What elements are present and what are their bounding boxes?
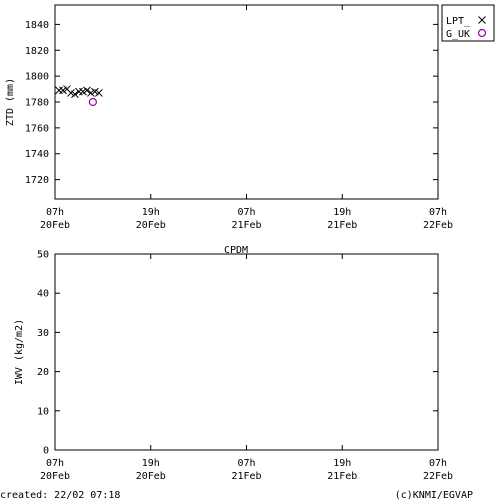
iwv-y-ticks: 0 10 20 30 40 50 xyxy=(37,250,438,457)
legend-marker-lpt xyxy=(478,16,486,24)
x-tick-label-date: 20Feb xyxy=(136,471,166,482)
ztd-chart: 1720 1740 1760 1780 1800 1820 1840 07h 20Feb 19h… xyxy=(5,4,495,231)
lpt-data-point xyxy=(71,90,79,99)
lpt-data-point xyxy=(95,89,103,97)
y-tick-label: 1820 xyxy=(25,46,49,57)
legend-marker-guk xyxy=(477,28,487,38)
iwv-plot-frame xyxy=(54,253,439,451)
x-tick-label-date: 20Feb xyxy=(136,220,166,231)
x-tick-label-time: 07h xyxy=(237,207,255,218)
x-tick-label-time: 19h xyxy=(333,458,351,469)
y-tick-label: 40 xyxy=(37,289,49,300)
ztd-data-points xyxy=(55,85,103,107)
iwv-chart-title: CPDM xyxy=(224,245,248,256)
x-tick-label-date: 22Feb xyxy=(423,471,453,482)
ztd-legend: LPT_ G_UK xyxy=(441,4,495,42)
x-tick-label-date: 20Feb xyxy=(40,220,70,231)
y-tick-label: 1760 xyxy=(25,123,49,134)
y-tick-label: 30 xyxy=(37,328,49,339)
x-tick-label-date: 21Feb xyxy=(327,471,357,482)
iwv-chart: CPDM 0 10 20 30 40 50 07h 20Feb 19h 20Feb 07h 21Fe… xyxy=(14,245,453,482)
iwv-x-ticks: 07h 20Feb 19h 20Feb 07h 21Feb 19h 21Feb 07h 22Feb xyxy=(40,254,453,482)
ztd-plot-frame xyxy=(54,4,439,200)
legend-label-lpt: LPT_ xyxy=(446,16,471,27)
iwv-y-axis-label: IWV (kg/m2) xyxy=(14,319,25,385)
x-tick-label-time: 07h xyxy=(429,207,447,218)
ztd-x-ticks: 07h 20Feb 19h 20Feb 07h 21Feb 19h 21Feb 07h 22Feb xyxy=(40,5,453,231)
legend-box xyxy=(441,4,495,42)
ztd-y-axis-label: ZTD (mm) xyxy=(5,78,16,126)
copyright-credit: (c)KNMI/EGVAP xyxy=(395,490,473,500)
x-tick-label-date: 20Feb xyxy=(40,471,70,482)
y-tick-label: 10 xyxy=(37,406,49,417)
y-tick-label: 1800 xyxy=(25,72,49,83)
ztd-y-ticks: 1720 1740 1760 1780 1800 1820 1840 xyxy=(25,20,438,186)
guk-data-point xyxy=(88,97,98,107)
created-timestamp: created: 22/02 07:18 xyxy=(0,490,120,500)
legend-label-guk: G_UK xyxy=(446,29,470,40)
y-tick-label: 1840 xyxy=(25,20,49,31)
y-tick-label: 1740 xyxy=(25,149,49,160)
x-tick-label-time: 07h xyxy=(237,458,255,469)
legend-circle-marker xyxy=(477,28,487,38)
lpt-data-point xyxy=(75,87,83,96)
x-tick-label-time: 19h xyxy=(142,207,160,218)
lpt-data-point xyxy=(83,86,91,95)
y-tick-label: 0 xyxy=(43,446,49,457)
legend-x-marker xyxy=(478,16,486,24)
x-tick-label-time: 19h xyxy=(333,207,351,218)
x-tick-label-date: 21Feb xyxy=(231,471,261,482)
x-tick-label-time: 19h xyxy=(142,458,160,469)
x-tick-label-date: 21Feb xyxy=(231,220,261,231)
x-tick-label-time: 07h xyxy=(46,207,64,218)
x-tick-label-date: 21Feb xyxy=(327,220,357,231)
y-tick-label: 20 xyxy=(37,367,49,378)
x-tick-label-time: 07h xyxy=(46,458,64,469)
y-tick-label: 1720 xyxy=(25,175,49,186)
y-tick-label: 50 xyxy=(37,250,49,261)
lpt-data-point xyxy=(55,86,63,95)
x-tick-label-date: 22Feb xyxy=(423,220,453,231)
y-tick-label: 1780 xyxy=(25,98,49,109)
x-tick-label-time: 07h xyxy=(429,458,447,469)
